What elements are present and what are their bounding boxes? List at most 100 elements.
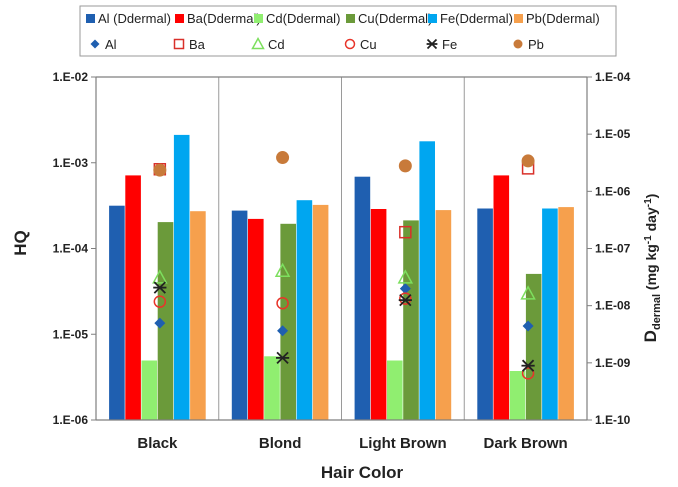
legend-label: Cu: [360, 37, 377, 52]
bar-cd-ddermal--1: [264, 356, 280, 420]
category-label: Black: [137, 435, 178, 452]
right-title-units-open: (mg kg: [643, 244, 659, 294]
right-tick-label: 1.E-05: [595, 127, 631, 141]
right-axis-ticks: 1.E-10 1.E-09 1.E-08 1.E-07 1.E-06 1.E-05 1.E-…: [587, 70, 631, 427]
left-axis-title: HQ: [11, 230, 30, 256]
legend-item-marker: Al: [90, 37, 117, 52]
legend-marker: [344, 38, 356, 50]
bar-marks: [109, 134, 574, 421]
legend-item-marker: Cu: [344, 37, 377, 52]
bar-cd-ddermal--3: [509, 371, 526, 420]
legend-label: Al: [105, 37, 117, 52]
bar-cu-ddermal--3: [525, 273, 542, 420]
marker-cu-3: [521, 367, 535, 380]
legend-label: Fe: [442, 37, 457, 52]
right-title-sup2: -1: [643, 198, 654, 207]
right-tick-label: 1.E-07: [595, 242, 631, 256]
marker-cu-0: [153, 295, 167, 308]
legend-marker: [426, 38, 438, 50]
bar-cu-ddermal--1: [280, 223, 296, 420]
legend-swatch: [86, 14, 95, 23]
bar-ba-ddermal--3: [493, 175, 510, 420]
marker-cu-2: [399, 292, 412, 305]
marker-al-2: [399, 283, 411, 295]
right-tick-label: 1.E-08: [595, 299, 631, 313]
left-tick-label: 1.E-05: [53, 327, 89, 341]
bar-al-ddermal--3: [477, 208, 493, 420]
marker-cd-2: [397, 269, 414, 284]
legend-item-bar: Fe(Ddermal): [428, 11, 513, 26]
legend-label: Fe(Ddermal): [440, 11, 513, 26]
legend-item-bar: Cu(Ddermal): [346, 11, 432, 26]
marker-fe-0: [153, 281, 167, 294]
legend-item-bar: Al (Ddermal): [86, 11, 171, 26]
right-tick-label: 1.E-04: [595, 70, 631, 84]
marker-al-0: [154, 317, 166, 329]
right-axis-title: Ddermal (mg kg-1 day-1): [641, 194, 663, 343]
bar-cd-ddermal--0: [141, 360, 158, 420]
bar-ba-ddermal--0: [125, 175, 141, 420]
bar-fe-ddermal--3: [542, 208, 558, 420]
legend-label: Ba(Ddermal): [187, 11, 261, 26]
legend-label: Pb(Ddermal): [526, 11, 600, 26]
legend-swatch: [175, 14, 184, 23]
category-label: Light Brown: [359, 435, 446, 452]
marker-pb-0: [153, 163, 167, 177]
marker-cd-3: [520, 285, 536, 300]
marker-pb-2: [398, 159, 412, 173]
bar-fe-ddermal--1: [296, 200, 313, 420]
legend-marker: [251, 36, 265, 50]
legend-swatch: [254, 14, 263, 23]
legend-item-marker: Ba: [173, 37, 206, 52]
bar-cd-ddermal--2: [387, 360, 403, 420]
right-title-units-close: ): [643, 194, 659, 199]
left-tick-label: 1.E-04: [53, 242, 89, 256]
legend-label: Pb: [528, 37, 544, 52]
bar-cu-ddermal--0: [157, 222, 174, 420]
bar-al-ddermal--2: [354, 176, 371, 420]
marker-al-1: [277, 325, 289, 337]
bar-al-ddermal--1: [231, 210, 248, 420]
legend-item-marker: Pb: [513, 37, 544, 52]
bar-pb-ddermal--1: [312, 204, 329, 420]
legend-label: Ba: [189, 37, 206, 52]
legend-label: Cd(Ddermal): [266, 11, 340, 26]
left-axis-ticks: 1.E-06 1.E-05 1.E-04 1.E-03 1.E-02: [53, 70, 96, 427]
bar-pb-ddermal--3: [558, 207, 574, 420]
marker-cu-1: [276, 296, 289, 310]
legend-item-marker: Fe: [426, 37, 457, 52]
right-tick-label: 1.E-09: [595, 356, 631, 370]
marker-fe-1: [275, 351, 290, 365]
legend-label: Cu(Ddermal): [358, 11, 432, 26]
right-title-main: D: [641, 330, 660, 342]
marker-pb-3: [521, 154, 535, 168]
marker-points: [152, 151, 536, 380]
legend-swatch: [428, 14, 437, 23]
bar-pb-ddermal--2: [435, 210, 452, 420]
bar-ba-ddermal--2: [370, 209, 387, 420]
legend-marker: [173, 38, 185, 50]
left-tick-label: 1.E-03: [53, 156, 89, 170]
bar-pb-ddermal--0: [190, 211, 206, 420]
left-tick-label: 1.E-06: [53, 413, 89, 427]
category-label: Blond: [259, 435, 302, 452]
right-title-sup1: -1: [643, 235, 654, 244]
legend-item-bar: Ba(Ddermal): [175, 11, 261, 26]
right-tick-label: 1.E-10: [595, 413, 631, 427]
bar-al-ddermal--0: [109, 205, 125, 420]
legend-swatch: [514, 14, 523, 23]
legend-label: Cd: [268, 37, 285, 52]
category-labels: Black Blond Light Brown Dark Brown: [137, 435, 567, 452]
marker-pb-1: [276, 151, 290, 165]
marker-ba-2: [399, 225, 412, 239]
legend-item-bar: Cd(Ddermal): [254, 11, 340, 26]
right-title-units-mid: day: [643, 207, 659, 235]
right-title-sub: dermal: [651, 294, 663, 330]
marker-cd-0: [152, 269, 168, 284]
legend: Al (Ddermal) Ba(Ddermal) Cd(Ddermal) Cu(Dde…: [79, 5, 617, 57]
legend-label: Al (Ddermal): [98, 11, 171, 26]
bar-ba-ddermal--1: [248, 218, 264, 420]
left-tick-label: 1.E-02: [53, 70, 89, 84]
marker-al-3: [522, 320, 534, 332]
